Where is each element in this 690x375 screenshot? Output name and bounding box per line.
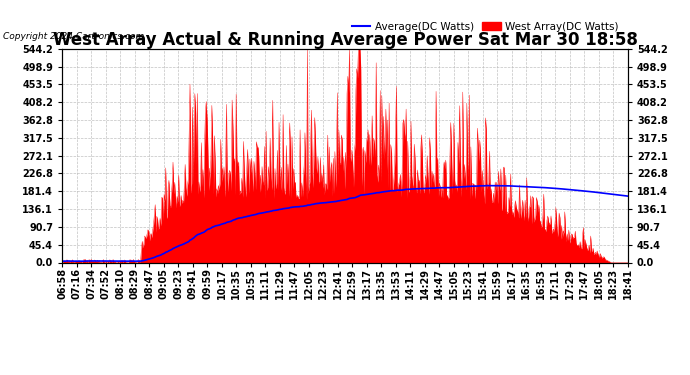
Legend: Average(DC Watts), West Array(DC Watts): Average(DC Watts), West Array(DC Watts)	[348, 18, 622, 36]
Title: West Array Actual & Running Average Power Sat Mar 30 18:58: West Array Actual & Running Average Powe…	[52, 31, 638, 49]
Text: Copyright 2024 Cartronics.com: Copyright 2024 Cartronics.com	[3, 32, 145, 41]
